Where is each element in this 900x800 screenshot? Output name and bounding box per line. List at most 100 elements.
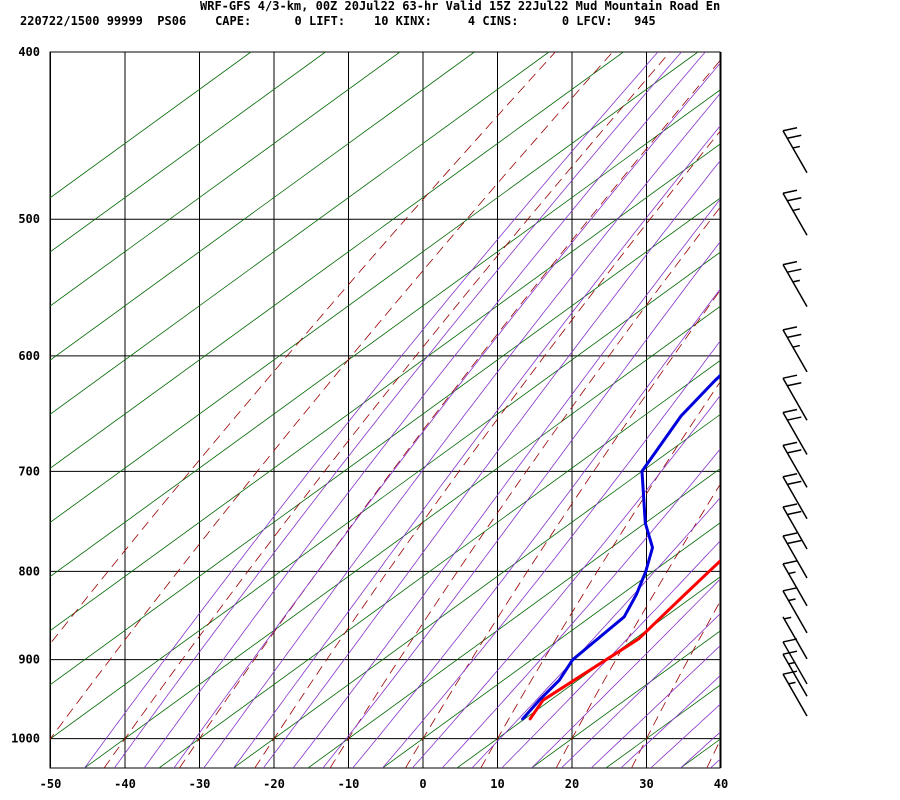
isotherm-line bbox=[531, 630, 720, 768]
wind-barb bbox=[782, 441, 808, 488]
isotherm-line bbox=[84, 305, 720, 768]
isotherm-line bbox=[50, 143, 720, 632]
dry-adiabat-line bbox=[50, 52, 556, 645]
moist-adiabat-line bbox=[441, 448, 720, 768]
wind-barb bbox=[782, 670, 808, 717]
temperature-point bbox=[660, 616, 663, 618]
dry-adiabat-line bbox=[858, 52, 900, 768]
temperature-point bbox=[684, 593, 686, 596]
temperature-tick-label: -40 bbox=[114, 777, 136, 791]
isotherm-line bbox=[233, 414, 720, 768]
temperature-point bbox=[708, 570, 710, 573]
dewpoint-point bbox=[597, 637, 599, 640]
dry-adiabat-line bbox=[103, 52, 671, 768]
dry-adiabat-line bbox=[254, 130, 720, 768]
dewpoint-point bbox=[790, 317, 792, 319]
isotherm-line bbox=[50, 52, 624, 469]
moist-adiabat-line bbox=[561, 613, 720, 768]
wind-barb bbox=[782, 126, 808, 174]
pressure-tick-label: 600 bbox=[18, 349, 40, 363]
moist-adiabat-line bbox=[501, 540, 720, 768]
dry-adiabat-line bbox=[50, 52, 613, 740]
dewpoint-point bbox=[538, 699, 540, 701]
temperature-point bbox=[573, 679, 575, 681]
isotherm-line bbox=[456, 576, 720, 768]
moist-adiabat-line bbox=[173, 62, 720, 768]
wind-barb bbox=[782, 587, 808, 634]
header-indices: 220722/1500 99999 PS06 CAPE: 0 LIFT: 10 … bbox=[20, 14, 656, 28]
moist-adiabat-line bbox=[620, 675, 720, 768]
dry-adiabat-line bbox=[179, 60, 720, 768]
dewpoint-point bbox=[521, 718, 523, 721]
dry-adiabat-line bbox=[329, 206, 720, 768]
temperature-point bbox=[874, 415, 876, 417]
wind-barb bbox=[782, 503, 808, 550]
dewpoint-point bbox=[680, 415, 682, 417]
moist-adiabat-line bbox=[84, 52, 659, 768]
temperature-point bbox=[605, 658, 607, 661]
dewpoint-point bbox=[635, 593, 638, 596]
header-title: WRF-GFS 4/3-km, 00Z 20Jul22 63-hr Valid … bbox=[200, 0, 721, 13]
temperature-tick-label: 10 bbox=[490, 777, 504, 791]
moist-adiabat-line bbox=[203, 93, 720, 768]
temperature-tick-label: -50 bbox=[40, 777, 62, 791]
moist-adiabat-line bbox=[590, 645, 720, 768]
dewpoint-point bbox=[641, 470, 643, 473]
isotherm-line bbox=[680, 738, 720, 768]
moist-adiabat-line bbox=[680, 731, 720, 768]
dewpoint-point bbox=[890, 233, 892, 235]
moist-adiabat-line bbox=[113, 52, 682, 768]
pressure-tick-label: 1000 bbox=[11, 732, 40, 746]
pressure-grid bbox=[49, 51, 722, 769]
isotherm-line bbox=[50, 52, 475, 361]
isotherm-line bbox=[50, 89, 720, 578]
moist-adiabat-line bbox=[322, 241, 720, 768]
temperature-point bbox=[542, 699, 544, 701]
temperature-tick-label: 40 bbox=[714, 777, 728, 791]
dewpoint-point bbox=[623, 616, 625, 618]
temperature-point bbox=[760, 522, 762, 524]
wind-barb bbox=[782, 326, 808, 373]
isotherm-line bbox=[50, 52, 699, 524]
wind-barbs bbox=[782, 126, 808, 717]
pressure-tick-label: 400 bbox=[18, 45, 40, 59]
profile-series bbox=[520, 233, 892, 721]
dewpoint-point bbox=[571, 658, 574, 661]
temperature-tick-label: -20 bbox=[263, 777, 285, 791]
moist-adiabat-line bbox=[233, 125, 720, 768]
moist-adiabat-line bbox=[471, 497, 720, 768]
wind-barb bbox=[782, 650, 808, 697]
moist-adiabat-line bbox=[262, 160, 720, 768]
isotherm-line bbox=[50, 52, 401, 307]
pressure-tick-label: 900 bbox=[18, 653, 40, 667]
moist-adiabat-line bbox=[382, 340, 720, 768]
wind-barb bbox=[782, 408, 808, 455]
temperature-point bbox=[528, 718, 531, 721]
dry-adiabat-line bbox=[555, 483, 720, 768]
wind-barb bbox=[782, 560, 808, 607]
temperature-point bbox=[820, 471, 822, 473]
dry-adiabat-line bbox=[405, 289, 720, 768]
wind-barb bbox=[782, 616, 808, 660]
dewpoint-point bbox=[651, 546, 654, 549]
isotherm-line bbox=[158, 360, 720, 768]
moist-adiabat-line bbox=[412, 395, 720, 768]
dry-adiabat-line bbox=[480, 381, 720, 768]
isotherm-line bbox=[755, 52, 900, 768]
isotherm-line bbox=[50, 52, 252, 199]
isotherm-line bbox=[605, 684, 720, 768]
temperature-point bbox=[638, 637, 640, 640]
background-lines bbox=[50, 52, 900, 768]
wind-barb bbox=[782, 189, 808, 236]
isotherm-line bbox=[830, 52, 900, 768]
pressure-tick-label: 800 bbox=[18, 564, 40, 578]
dewpoint-point bbox=[644, 522, 647, 524]
temperature-tick-label: 0 bbox=[419, 777, 426, 791]
pressure-tick-label: 500 bbox=[18, 212, 40, 226]
dewpoint-point bbox=[842, 276, 844, 278]
dewpoint-point bbox=[645, 570, 647, 573]
dry-adiabat-line bbox=[706, 739, 720, 768]
isotherm-line bbox=[50, 197, 720, 686]
isotherm-line bbox=[50, 52, 550, 415]
